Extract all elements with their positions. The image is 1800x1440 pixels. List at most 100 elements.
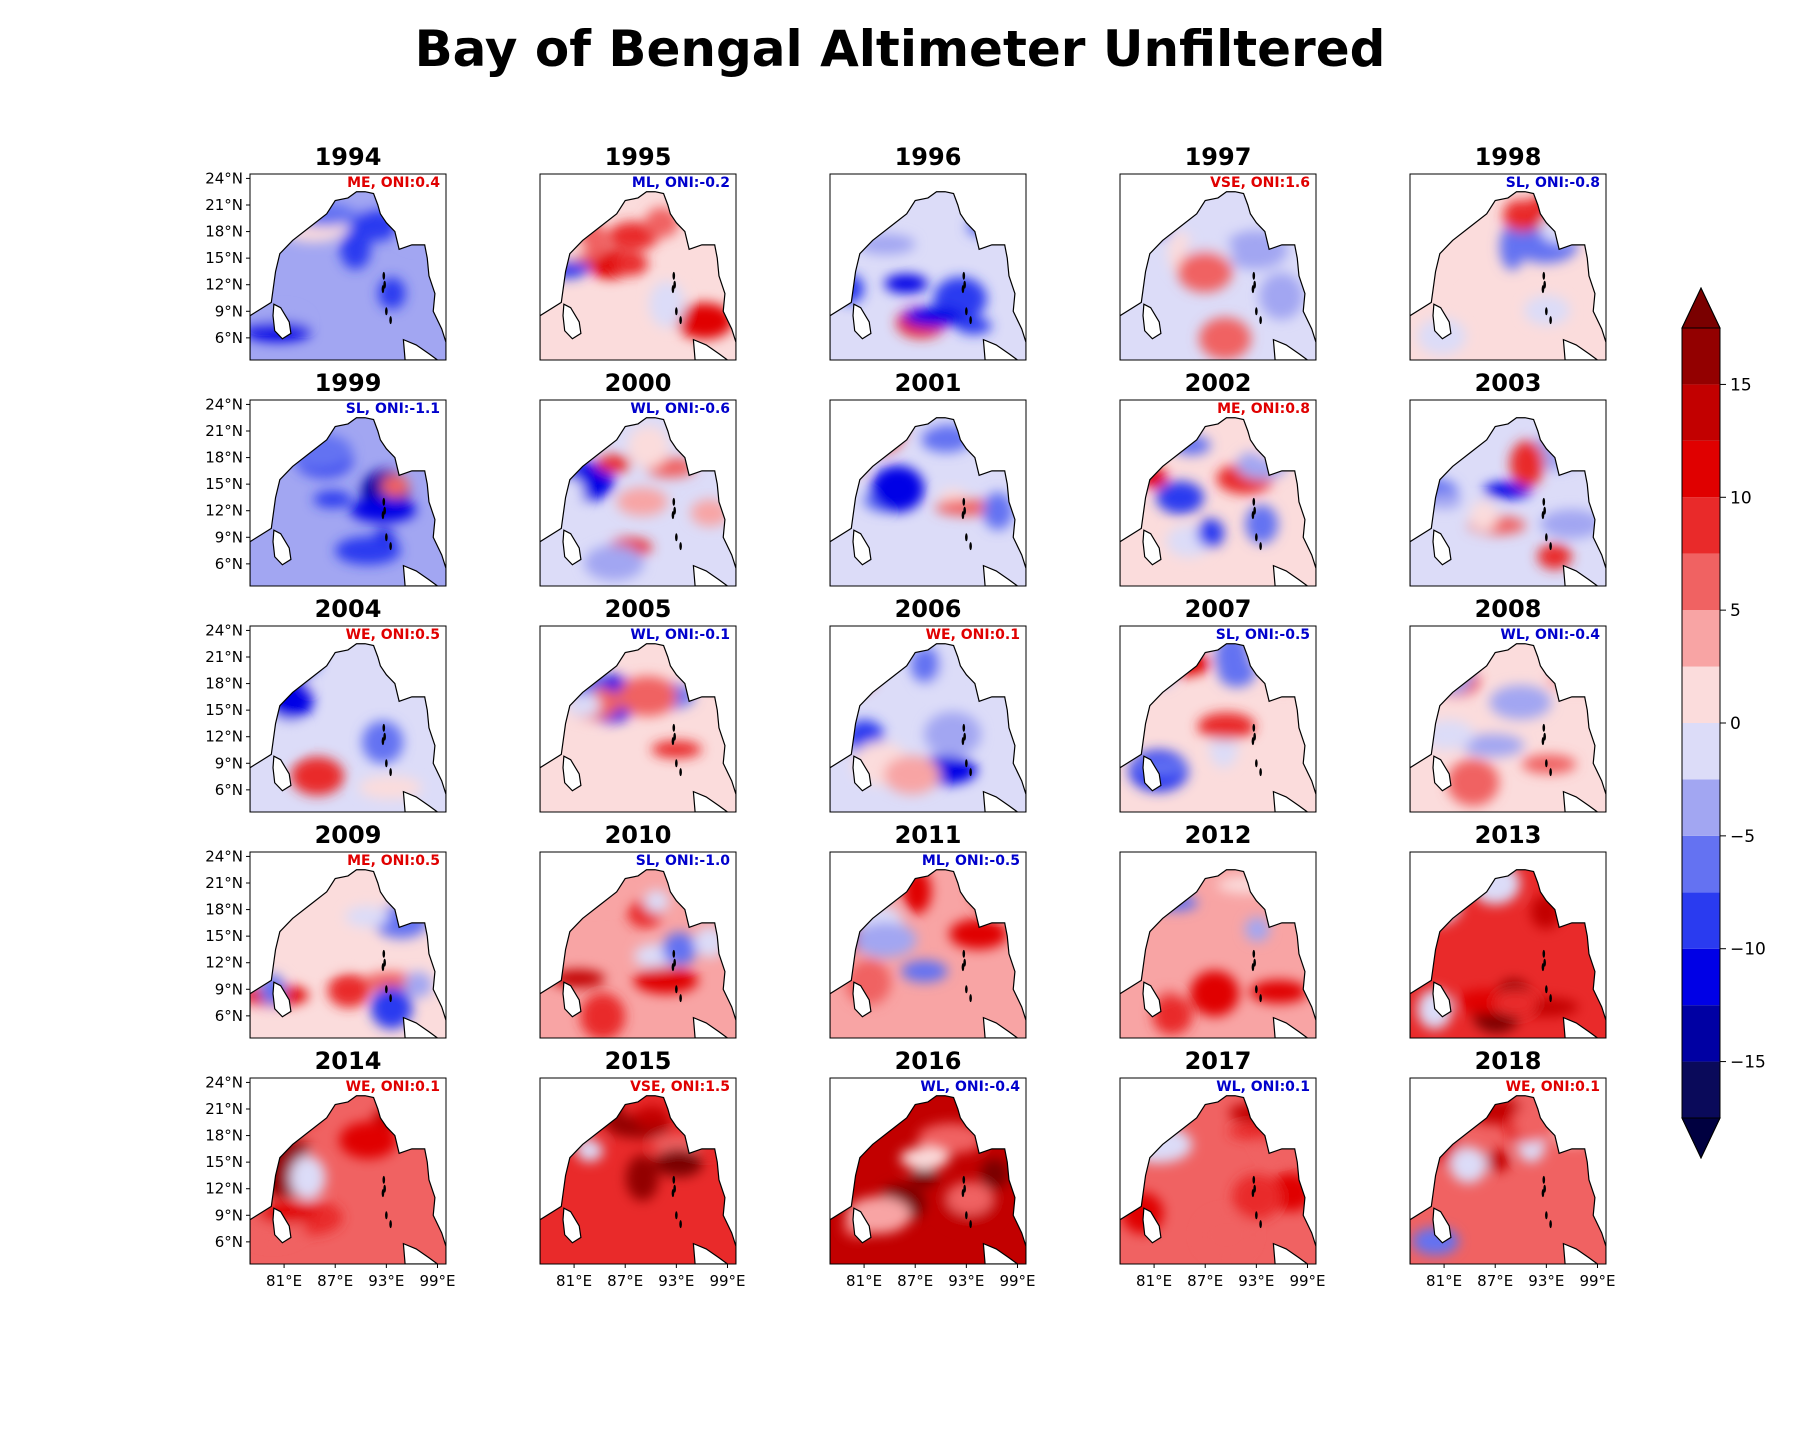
x-tick-label: 99°E [419,1272,455,1290]
x-tick-label: 81°E [846,1272,882,1290]
panel-frame [1409,1077,1607,1265]
y-tick-label: 6°N [215,1007,243,1025]
x-tick-label: 81°E [1426,1272,1462,1290]
panel-frame [1409,625,1607,813]
panel-2018: 2018 WE, ONI:0.1 81°E 87°E 93°E 99°E [1409,1047,1616,1290]
x-tick-label: 99°E [1289,1272,1325,1290]
colorbar-segment [1682,1005,1720,1062]
panel-frame [539,1077,737,1265]
colorbar: 15 10 5 0 −5 −10 −15 [1681,286,1766,1160]
panel-2001: 2001 [829,369,1027,587]
panel-title: 2012 [1185,821,1252,849]
y-tick-label: 12°N [205,502,243,520]
y-tick-label: 18°N [205,1127,243,1145]
anomaly-field [540,1078,736,1264]
colorbar-tick-label: 5 [1730,601,1741,621]
colorbar-under-arrow [1681,1117,1721,1160]
y-tick-label: 18°N [205,449,243,467]
panel-2000: 2000 WL, ONI:-0.6 [539,369,737,587]
panel-frame [249,173,447,361]
panel-2014: 2014 WE, ONI:0.1 24°N 21°N 18°N 15°N 12°N 9°N 6°… [205,1047,455,1290]
panel-title: 2007 [1185,595,1252,623]
colorbar-segment [1682,553,1720,611]
panel-frame [829,173,1027,361]
enso-label: VSE, ONI:1.6 [1210,175,1310,191]
anomaly-field [1120,852,1316,1038]
panel-title: 2010 [605,821,672,849]
x-tick-label: 87°E [897,1272,933,1290]
anomaly-field [1120,626,1316,812]
panel-frame [1119,1077,1317,1265]
panel-2013: 2013 [1409,821,1607,1039]
colorbar-tick-label: 15 [1730,375,1752,395]
panel-frame [1119,173,1317,361]
y-tick-label: 6°N [215,781,243,799]
y-tick-label: 15°N [205,701,243,719]
anomaly-field [830,174,1026,360]
anomaly-field [250,174,446,360]
enso-label: ML, ONI:-0.2 [632,175,730,191]
y-tick-label: 12°N [205,954,243,972]
x-tick-label: 93°E [948,1272,984,1290]
y-tick-label: 21°N [205,648,243,666]
colorbar-segment [1682,384,1720,441]
panel-frame [1119,625,1317,813]
panel-title: 1997 [1185,143,1252,171]
anomaly-field [1410,852,1606,1038]
anomaly-field [830,1078,1026,1264]
y-tick-label: 9°N [215,528,243,546]
y-tick-label: 24°N [205,1073,243,1091]
anomaly-field [1410,174,1606,360]
panel-frame [1119,399,1317,587]
panel-2002: 2002 ME, ONI:0.8 [1119,369,1317,587]
y-tick-label: 9°N [215,754,243,772]
panel-title: 2013 [1475,821,1542,849]
enso-label: WL, ONI:-0.4 [920,1079,1020,1095]
y-tick-label: 18°N [205,675,243,693]
anomaly-field [830,852,1026,1038]
colorbar-tick-label: 10 [1730,488,1752,508]
x-tick-label: 87°E [607,1272,643,1290]
chart-title: Bay of Bengal Altimeter Unfiltered [414,20,1386,78]
panel-title: 2008 [1475,595,1542,623]
panel-2003: 2003 [1409,369,1607,587]
panel-title: 2003 [1475,369,1542,397]
panel-frame [1119,851,1317,1039]
y-tick-label: 21°N [205,874,243,892]
panel-title: 2001 [895,369,962,397]
y-tick-label: 24°N [205,621,243,639]
anomaly-field [1120,174,1316,360]
y-tick-label: 12°N [205,1180,243,1198]
panel-2009: 2009 ME, ONI:0.5 24°N 21°N 18°N 15°N 12°N 9°N 6°… [205,821,447,1039]
panel-title: 2014 [315,1047,382,1075]
x-tick-label: 99°E [1579,1272,1615,1290]
y-tick-label: 12°N [205,276,243,294]
colorbar-segment [1682,1061,1720,1118]
x-tick-label: 93°E [368,1272,404,1290]
colorbar-segment [1682,610,1720,667]
panel-frame [829,851,1027,1039]
panel-title: 2006 [895,595,962,623]
y-tick-label: 18°N [205,223,243,241]
y-tick-label: 15°N [205,249,243,267]
enso-label: WE, ONI:0.5 [346,627,440,643]
y-tick-label: 21°N [205,1100,243,1118]
panel-title: 2000 [605,369,672,397]
panel-frame [829,625,1027,813]
colorbar-over-arrow [1681,286,1721,329]
panel-frame [249,399,447,587]
panel-frame [539,625,737,813]
enso-label: ME, ONI:0.4 [347,175,440,191]
y-tick-label: 9°N [215,302,243,320]
enso-label: WE, ONI:0.1 [1506,1079,1600,1095]
enso-label: SL, ONI:-1.0 [636,853,730,869]
colorbar-segment [1682,779,1720,836]
enso-label: ML, ONI:-0.5 [922,853,1020,869]
panel-frame [1409,173,1607,361]
colorbar-segment [1682,497,1720,554]
panel-frame [829,399,1027,587]
panel-frame [1409,399,1607,587]
panel-title: 2009 [315,821,382,849]
panel-title: 1996 [895,143,962,171]
